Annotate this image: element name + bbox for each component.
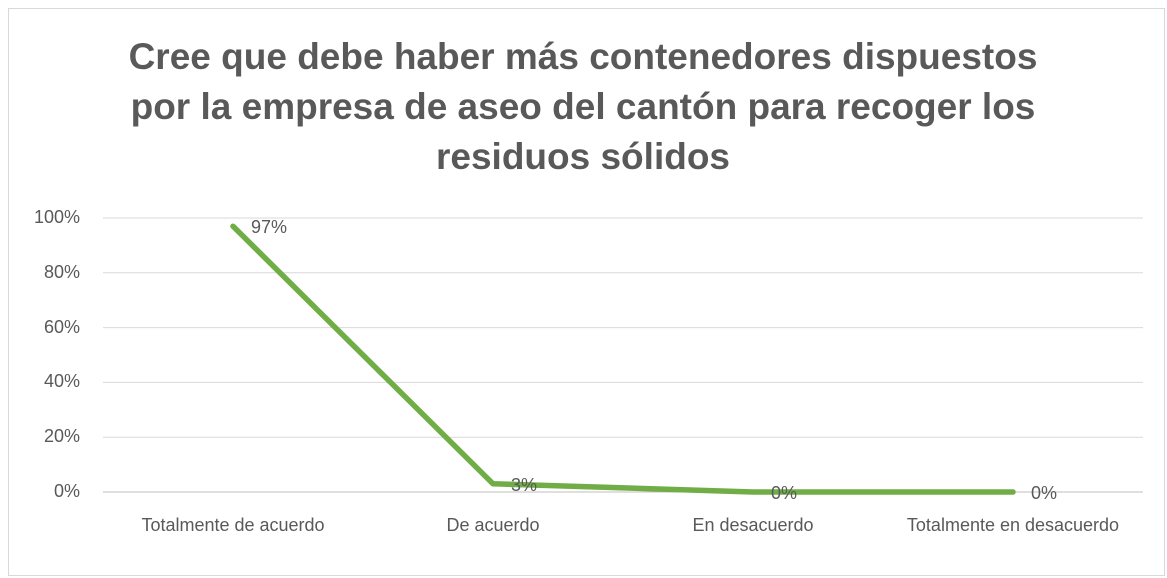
x-tick-label: Totalmente en desacuerdo bbox=[906, 515, 1120, 535]
chart-border bbox=[8, 8, 1165, 576]
data-label: 0% bbox=[771, 483, 798, 503]
y-tick-label: 20% bbox=[43, 426, 80, 447]
data-label: 3% bbox=[511, 474, 538, 495]
y-tick-label: 60% bbox=[43, 316, 80, 337]
chart-title: Cree que debe haber más contenedores dis… bbox=[128, 36, 1038, 177]
x-tick-label: De acuerdo bbox=[446, 515, 540, 535]
y-tick-label: 100% bbox=[33, 207, 80, 227]
line bbox=[230, 223, 1016, 495]
x-tick-label: Totalmente de acuerdo bbox=[141, 515, 325, 535]
x-tick-label: En desacuerdo bbox=[692, 515, 814, 535]
y-tick-label: 40% bbox=[43, 371, 80, 392]
data-label: 0% bbox=[1031, 483, 1058, 503]
data-label: 97% bbox=[251, 217, 288, 238]
y-tick-label: 80% bbox=[43, 261, 80, 282]
y-tick-label: 0% bbox=[53, 481, 80, 501]
